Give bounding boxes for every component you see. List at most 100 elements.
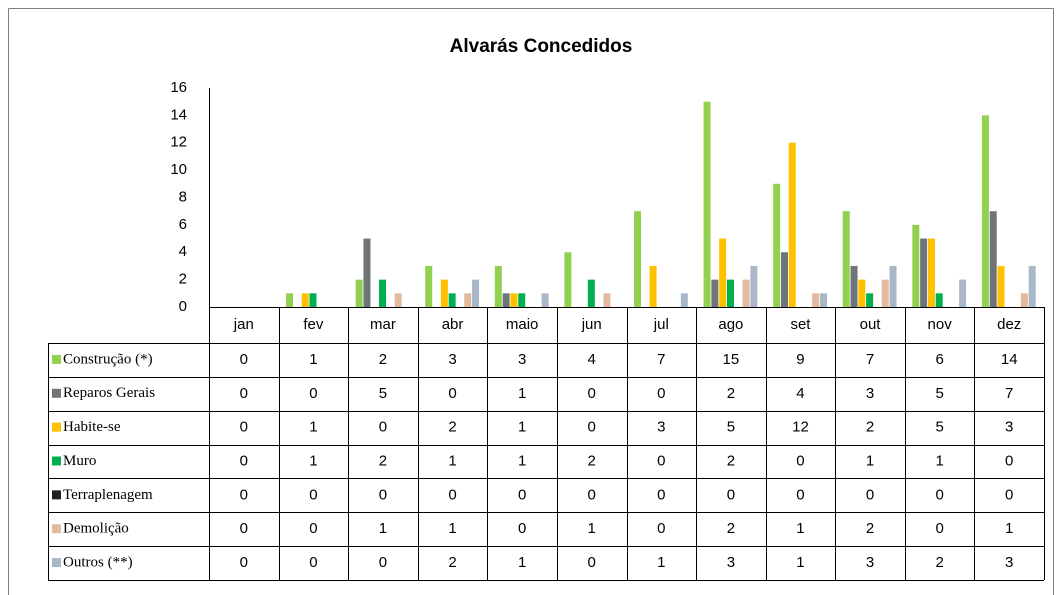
bar [680, 293, 688, 307]
x-tick-label: set [790, 316, 811, 333]
legend-label: Muro [63, 453, 96, 469]
table-value: 14 [1001, 351, 1018, 368]
bar [920, 238, 928, 307]
table-value: 1 [588, 520, 596, 537]
table-value: 0 [240, 452, 248, 469]
bar [989, 211, 997, 307]
table-value: 3 [866, 385, 874, 402]
table-value: 0 [657, 520, 665, 537]
table-value: 0 [796, 486, 804, 503]
table-value: 1 [309, 452, 317, 469]
table-value: 3 [657, 419, 665, 436]
table-value: 2 [866, 520, 874, 537]
table-value: 0 [1005, 486, 1013, 503]
bar [649, 265, 657, 307]
x-tick-label: ago [718, 316, 743, 333]
bar [510, 293, 518, 307]
table-value: 1 [309, 351, 317, 368]
table-value: 0 [588, 486, 596, 503]
bar [394, 293, 402, 307]
table-value: 9 [796, 351, 804, 368]
table-value: 0 [866, 486, 874, 503]
bar [494, 265, 502, 307]
bar [472, 279, 480, 307]
bar [773, 183, 781, 307]
table-value: 0 [657, 486, 665, 503]
legend-label: Demolição [63, 521, 129, 537]
table-value: 5 [727, 419, 735, 436]
bar [812, 293, 820, 307]
bar [564, 252, 572, 307]
table-value: 1 [518, 385, 526, 402]
table-value: 0 [240, 554, 248, 571]
legend-swatch [52, 422, 61, 432]
table-value: 0 [935, 486, 943, 503]
table-value: 0 [240, 486, 248, 503]
bar [1028, 265, 1036, 307]
bar [750, 265, 758, 307]
bar [464, 293, 472, 307]
bar [858, 279, 866, 307]
bar [711, 279, 719, 307]
bar [603, 293, 611, 307]
bar [286, 293, 294, 307]
legend-swatch [52, 558, 61, 568]
table-value: 2 [448, 554, 456, 571]
table-value: 1 [866, 452, 874, 469]
legend-label: Reparos Gerais [63, 385, 155, 401]
y-tick-label: 14 [170, 106, 187, 123]
bar [788, 142, 796, 307]
y-tick-label: 0 [179, 298, 187, 315]
bar [379, 279, 387, 307]
table-value: 0 [796, 452, 804, 469]
legend-swatch [52, 524, 61, 534]
legend-label: Outros (**) [63, 555, 133, 571]
legend-swatch [52, 354, 61, 364]
table-value: 0 [448, 486, 456, 503]
table-value: 0 [379, 419, 387, 436]
table-value: 15 [723, 351, 740, 368]
table-value: 7 [1005, 385, 1013, 402]
legend-swatch [52, 456, 61, 466]
table-value: 3 [727, 554, 735, 571]
table-value: 2 [727, 385, 735, 402]
table-value: 0 [379, 554, 387, 571]
table-value: 0 [518, 520, 526, 537]
bar [425, 265, 433, 307]
legend-swatch [52, 388, 61, 398]
table-value: 3 [518, 351, 526, 368]
table-value: 2 [727, 520, 735, 537]
table-value: 0 [518, 486, 526, 503]
table-value: 1 [518, 452, 526, 469]
y-tick-label: 6 [179, 216, 187, 233]
table-value: 12 [792, 419, 809, 436]
table-value: 1 [935, 452, 943, 469]
table-value: 0 [240, 385, 248, 402]
x-tick-label: abr [442, 316, 464, 333]
table-value: 0 [309, 385, 317, 402]
x-tick-label: maio [506, 316, 539, 333]
table-value: 0 [309, 486, 317, 503]
bar [518, 293, 526, 307]
table-value: 3 [448, 351, 456, 368]
bar [935, 293, 943, 307]
y-tick-label: 2 [179, 271, 187, 288]
bar [448, 293, 456, 307]
table-value: 0 [657, 385, 665, 402]
table-value: 1 [448, 452, 456, 469]
x-tick-label: nov [928, 316, 953, 333]
table-value: 0 [240, 419, 248, 436]
bar [502, 293, 510, 307]
y-tick-label: 16 [170, 79, 187, 96]
legend-label: Habite-se [63, 419, 121, 435]
bar [587, 279, 595, 307]
table-value: 0 [309, 554, 317, 571]
table-value: 1 [309, 419, 317, 436]
legend-label: Terraplenagem [63, 487, 153, 503]
legend-label: Construção (*) [63, 351, 153, 367]
table-value: 2 [588, 452, 596, 469]
bar [819, 293, 827, 307]
table-value: 1 [518, 554, 526, 571]
table-value: 2 [866, 419, 874, 436]
y-tick-label: 8 [179, 188, 187, 205]
